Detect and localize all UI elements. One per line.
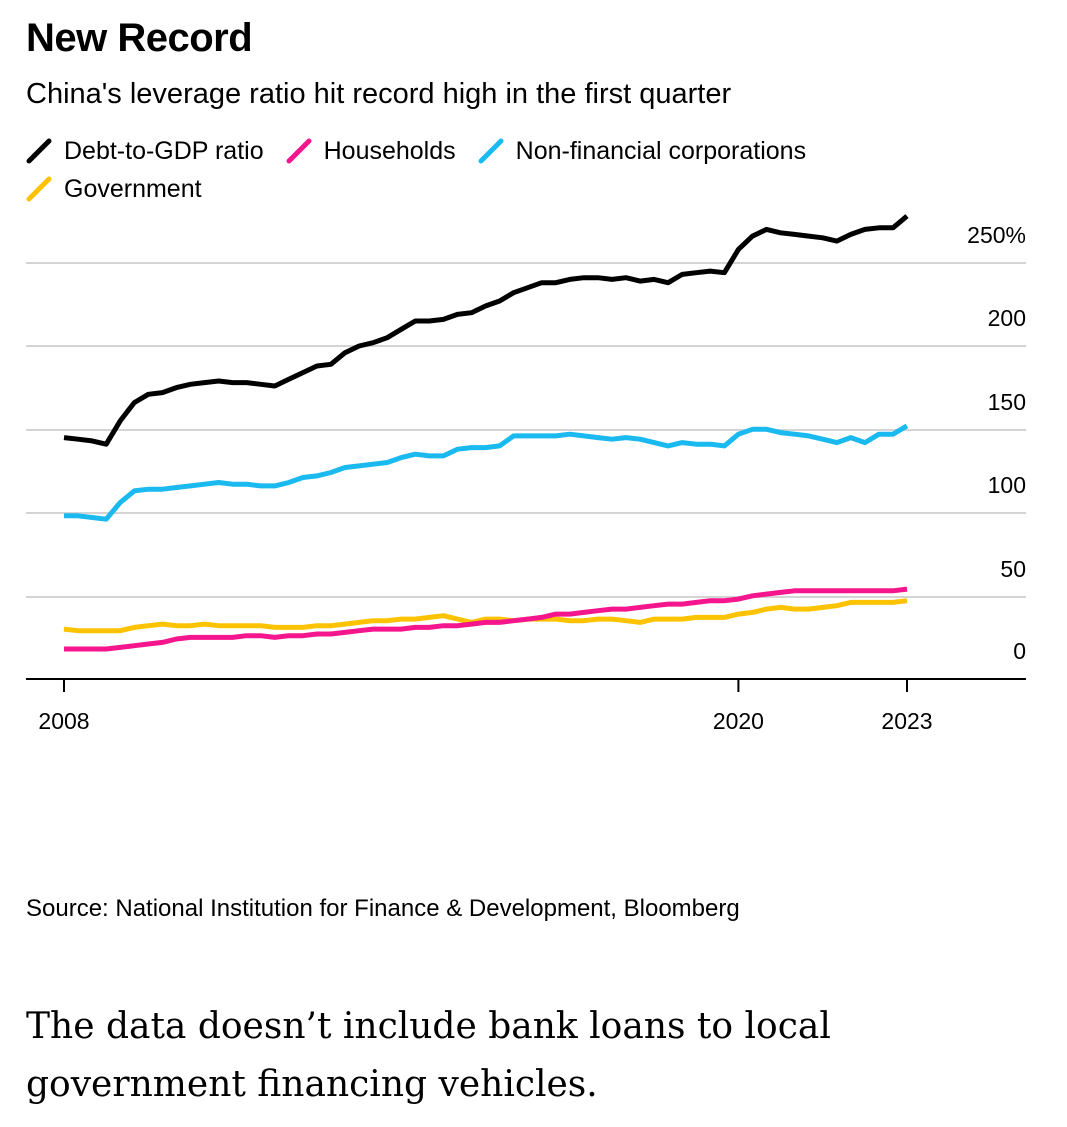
- legend-label: Government: [64, 174, 202, 203]
- x-tick-label: 2008: [38, 708, 89, 734]
- y-tick-label: 200: [988, 305, 1026, 331]
- legend-label: Households: [323, 136, 456, 165]
- government-line: [63, 598, 908, 634]
- legend-item-non-financial-corporations: Non-financial corporations: [478, 137, 806, 166]
- y-tick-label: 250%: [967, 222, 1026, 248]
- chart-legend: Debt-to-GDP ratio Households Non-financi…: [26, 132, 1026, 208]
- legend-swatch-households: [286, 138, 312, 164]
- non-financial-corporations-line: [64, 423, 909, 522]
- x-tick-label: 2020: [713, 708, 764, 734]
- legend-item-debt-to-gdp: Debt-to-GDP ratio: [26, 137, 264, 166]
- x-tick-label: 2023: [881, 708, 932, 734]
- grid-layer: [26, 262, 1026, 598]
- legend-swatch-debt-to-gdp: [26, 138, 52, 164]
- legend-row: Debt-to-GDP ratio Households Non-financi…: [26, 132, 1026, 170]
- legend-item-households: Households: [286, 137, 456, 166]
- legend-item-government: Government: [26, 175, 202, 204]
- axis-layer: 250% 200 150 100 50 0 2008 2020 2023: [26, 222, 1026, 734]
- y-tick-label: 100: [988, 472, 1026, 498]
- footnote-text: The data doesn’t include bank loans to l…: [26, 1006, 831, 1105]
- y-tick-label: 150: [988, 389, 1026, 415]
- legend-swatch-non-financial-corporations: [478, 138, 504, 164]
- y-tick-label: 0: [1013, 638, 1026, 664]
- legend-swatch-government: [26, 176, 52, 202]
- debt-to-gdp-line: [63, 214, 909, 447]
- chart-title: New Record: [26, 16, 253, 60]
- chart-subtitle: China's leverage ratio hit record high i…: [26, 78, 732, 110]
- series-layer: [63, 214, 909, 652]
- legend-label: Debt-to-GDP ratio: [64, 136, 264, 165]
- line-chart: 250% 200 150 100 50 0 2008 2020 2023: [26, 214, 1026, 734]
- legend-row: Government: [26, 170, 1026, 208]
- legend-label: Non-financial corporations: [515, 136, 807, 165]
- households-line: [64, 586, 908, 652]
- source-note: Source: National Institution for Finance…: [26, 895, 740, 922]
- y-tick-label: 50: [1000, 556, 1026, 582]
